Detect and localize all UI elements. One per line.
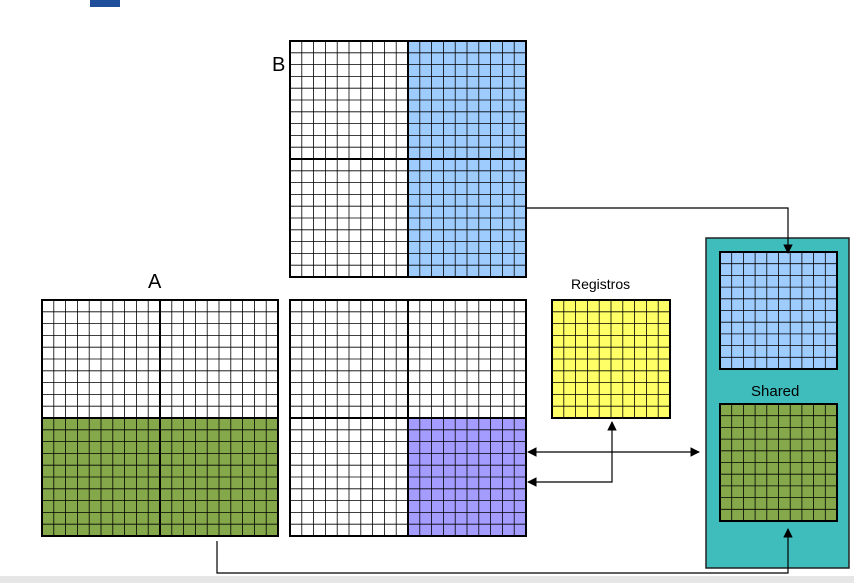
bottom-separator bbox=[0, 576, 854, 583]
registers-grid bbox=[551, 299, 671, 419]
matrix-c bbox=[289, 299, 527, 537]
matrix-c-block-tr bbox=[407, 299, 527, 419]
matrix-b-block-br bbox=[407, 158, 527, 278]
matrix-c-block-tl bbox=[289, 299, 409, 419]
arrow-a-to-shared bbox=[216, 528, 793, 574]
matrix-a-block-br bbox=[159, 417, 279, 537]
shared-tile-b-grid bbox=[719, 251, 838, 370]
matrix-b-block-tl bbox=[289, 40, 409, 160]
arrow-b-to-shared bbox=[526, 207, 793, 254]
matrix-a-label: A bbox=[148, 271, 162, 293]
matrix-a-block-tl bbox=[41, 299, 161, 419]
title-fragment bbox=[90, 0, 120, 7]
shared-tile-a-grid bbox=[719, 403, 838, 522]
shared-tile-b bbox=[719, 251, 838, 370]
registers-block bbox=[551, 299, 671, 419]
matrix-a-block-tr bbox=[159, 299, 279, 419]
matrix-a bbox=[41, 299, 279, 537]
matrix-b bbox=[289, 40, 527, 278]
shared-tile-a bbox=[719, 403, 838, 522]
matrix-a-block-bl bbox=[41, 417, 161, 537]
arrow-registers-to-c bbox=[527, 421, 617, 487]
matrix-b-label: B bbox=[272, 54, 285, 76]
matrix-b-block-bl bbox=[289, 158, 409, 278]
matrix-c-block-br bbox=[407, 417, 527, 537]
matrix-c-block-bl bbox=[289, 417, 409, 537]
registers-label: Registros bbox=[571, 276, 630, 292]
matrix-b-block-tr bbox=[407, 40, 527, 160]
shared-label: Shared bbox=[751, 383, 799, 400]
